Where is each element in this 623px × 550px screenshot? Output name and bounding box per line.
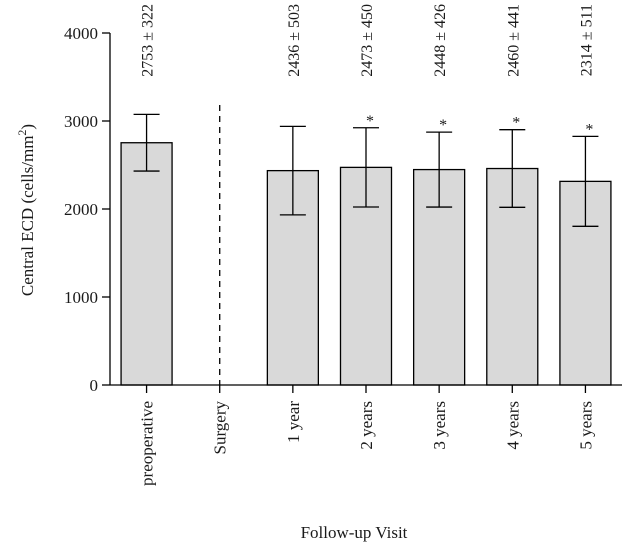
bars: 2753 ± 322 2436 ± 503 * 2473 ± 450 * 2448 ± 4… [120, 4, 612, 386]
x-tick-label-5-years: 5 years [576, 401, 595, 450]
y-tick-label-2000: 2000 [64, 200, 98, 219]
value-annotation-1-year: 2436 ± 503 [286, 4, 303, 77]
x-tick-label-4-years: 4 years [503, 401, 522, 450]
value-annotation-2-years: 2473 ± 450 [359, 4, 376, 77]
y-axis: 0 1000 2000 3000 4000 [64, 24, 111, 395]
value-annotation-3-years: 2448 ± 426 [432, 4, 449, 77]
x-tick-label-1-year: 1 year [284, 401, 303, 443]
significance-marker-4-years: * [512, 115, 520, 132]
significance-marker-5-years: * [585, 121, 593, 138]
significance-marker-3-years: * [439, 117, 447, 134]
y-axis-title-superscript: 2 [15, 130, 29, 136]
y-tick-label-1000: 1000 [64, 288, 98, 307]
y-tick-label-3000: 3000 [64, 112, 98, 131]
y-axis-title: Central ECD (cells/mm2) [15, 124, 37, 296]
x-tick-label-preoperative: preoperative [138, 401, 157, 486]
bar-preoperative [120, 142, 173, 386]
x-tick-label-surgery: Surgery [211, 401, 230, 455]
y-tick-label-4000: 4000 [64, 24, 98, 43]
x-tick-label-3-years: 3 years [430, 401, 449, 450]
x-axis-title: Follow-up Visit [301, 523, 408, 542]
value-annotation-4-years: 2460 ± 441 [505, 4, 522, 77]
significance-marker-2-years: * [366, 113, 374, 130]
x-tick-label-2-years: 2 years [357, 401, 376, 450]
value-annotation-5-years: 2314 ± 511 [578, 4, 595, 76]
x-axis: preoperative Surgery 1 year 2 years 3 years 4… [110, 384, 622, 486]
y-tick-label-0: 0 [90, 376, 99, 395]
value-annotation-preoperative: 2753 ± 322 [140, 4, 157, 77]
